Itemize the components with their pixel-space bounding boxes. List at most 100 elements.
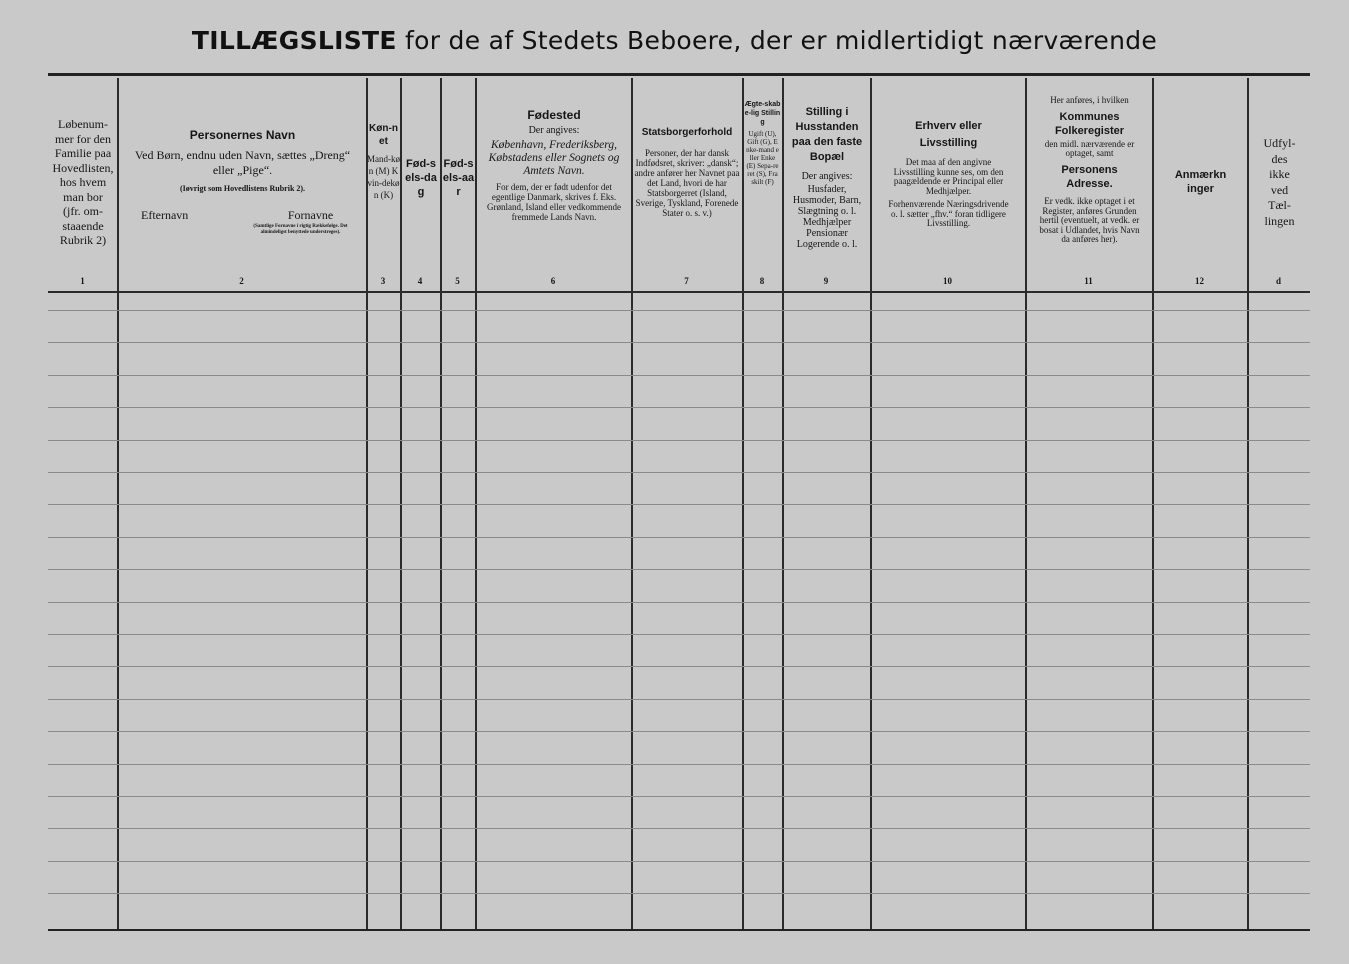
- table-row-line: [48, 407, 1310, 408]
- column-heading: Personernes Navn: [189, 128, 296, 142]
- title-rest: for de af Stedets Beboere, der er midler…: [396, 26, 1158, 55]
- column-6-header: Fødested Der angives: København, Frederi…: [477, 108, 631, 318]
- column-4-header: Fød-sels-dag: [402, 157, 440, 367]
- column-2-header: Personernes Navn Ved Børn, endnu uden Na…: [120, 128, 365, 338]
- column-3-header: Køn-net Mand-køn (M) Kvin-dekøn (K): [367, 122, 400, 332]
- column-heading-2: Personens Adresse.: [1061, 164, 1118, 190]
- header-line: staaende: [62, 218, 104, 233]
- column-divider: [1152, 78, 1154, 929]
- column-text: Mand-køn (M) Kvin-dekøn (K): [367, 154, 400, 200]
- column-note: (Iøvrigt som Hovedlistens Rubrik 2).: [179, 184, 306, 193]
- column-text-2: For dem, der er født udenfor det egentli…: [487, 182, 621, 222]
- table-row-line: [48, 764, 1310, 765]
- table-row-line: [48, 537, 1310, 538]
- column-heading: Statsborgerforhold: [641, 127, 733, 138]
- column-number: 9: [823, 276, 829, 286]
- header-line: ikke: [1269, 167, 1290, 181]
- column-text: Ved Børn, endnu uden Navn, sættes „Dreng…: [134, 148, 351, 177]
- column-divider: [366, 78, 368, 929]
- column-divider: [400, 78, 402, 929]
- column-divider: [1025, 78, 1027, 929]
- column-number: 2: [239, 276, 244, 286]
- column-divider: [870, 78, 872, 929]
- column-12-header: Anmærkninger: [1154, 168, 1247, 378]
- column-text-2: Husfader, Husmoder, Barn, Slægtning o. l…: [792, 184, 862, 250]
- header-line: Udfyl-: [1263, 136, 1296, 150]
- column-number: 5: [455, 276, 460, 286]
- column-number: 10: [943, 276, 952, 286]
- column-heading: Stilling i Husstanden paa den faste Bopæ…: [791, 106, 863, 163]
- column-text: Ugift (U), Gift (G), Enke-mand eller Enk…: [746, 130, 779, 186]
- table-row-line: [48, 893, 1310, 894]
- fornavne-note: (Samtlige Fornavne i rigtig Rækkefølge. …: [253, 224, 348, 235]
- column-7-header: Statsborgerforhold Personer, der har dan…: [633, 126, 741, 336]
- column-number: 12: [1195, 276, 1204, 286]
- table-row-line: [48, 731, 1310, 732]
- table-row-line: [48, 828, 1310, 829]
- column-number: 3: [380, 276, 386, 286]
- column-divider: [1247, 78, 1249, 929]
- column-text-2: Er vedk. ikke optaget i et Register, anf…: [1039, 196, 1140, 244]
- table-row-line: [48, 342, 1310, 343]
- column-pre-text: Her anføres, i hvilken: [1050, 95, 1129, 105]
- table-row-line: [48, 440, 1310, 441]
- column-text-2: Forhenværende Næringsdrivende o. l. sætt…: [888, 199, 1009, 228]
- column-number: 4: [417, 276, 423, 286]
- column-heading: Fød-sels-aar: [442, 158, 475, 198]
- table-row-line: [48, 861, 1310, 862]
- title-prefix: TILLÆGSLISTE: [191, 26, 397, 55]
- bottom-rule: [48, 929, 1310, 931]
- top-rule: [48, 73, 1310, 76]
- header-line: man bor: [63, 189, 103, 204]
- header-line: ved: [1270, 182, 1289, 197]
- column-text: Personer, der har dansk Indfødsret, skri…: [634, 148, 740, 218]
- table-row-line: [48, 310, 1310, 311]
- form-title: TILLÆGSLISTE for de af Stedets Beboere, …: [0, 26, 1349, 55]
- column-heading: Kommunes Folkeregister: [1054, 111, 1125, 137]
- header-line: Rubrik 2): [59, 233, 107, 247]
- table-row-line: [48, 699, 1310, 700]
- table-row-line: [48, 666, 1310, 667]
- table-row-line: [48, 796, 1310, 797]
- column-divider: [440, 78, 442, 929]
- column-number: 8: [759, 276, 765, 286]
- header-line: hos hvem: [59, 175, 107, 189]
- header-line: (jfr. om-: [63, 204, 103, 218]
- column-divider: [117, 78, 119, 929]
- column-heading: Ægte-skabe-lig Stilling: [744, 101, 781, 126]
- column-heading: Fød-sels-dag: [405, 158, 437, 198]
- header-line: Tæl-: [1268, 198, 1291, 212]
- column-number: d: [1275, 276, 1281, 286]
- header-line: Løbenum-: [58, 117, 108, 131]
- column-number: 7: [684, 276, 689, 286]
- column-divider: [742, 78, 744, 929]
- column-divider: [475, 78, 477, 929]
- table-row-line: [48, 602, 1310, 603]
- column-d-header: Udfyl- des ikke ved Tæl- lingen: [1249, 136, 1310, 346]
- column-9-header: Stilling i Husstanden paa den faste Bopæ…: [784, 105, 870, 315]
- header-line: Hovedlisten,: [52, 160, 114, 175]
- column-heading: Anmærkninger: [1174, 169, 1227, 195]
- table-row-line: [48, 472, 1310, 473]
- column-11-header: Her anføres, i hvilken Kommunes Folkereg…: [1027, 95, 1152, 305]
- header-line: des: [1271, 151, 1288, 166]
- header-line: mer for den: [55, 131, 111, 146]
- header-line: Familie paa: [54, 146, 112, 160]
- header-rule: [48, 291, 1310, 293]
- column-heading: Fødested: [527, 108, 581, 122]
- column-divider: [782, 78, 784, 929]
- table-row-line: [48, 504, 1310, 505]
- column-1-header: Løbenum- mer for den Familie paa Hovedli…: [48, 117, 118, 327]
- column-heading: Erhverv eller Livsstilling: [915, 120, 982, 149]
- table-row-line: [48, 569, 1310, 570]
- column-number: 11: [1084, 276, 1093, 286]
- column-text: den midl. nærværende er optaget, samt: [1044, 139, 1135, 158]
- column-8-header: Ægte-skabe-lig Stilling Ugift (U), Gift …: [743, 100, 782, 310]
- table-row-line: [48, 375, 1310, 376]
- column-italic-text: København, Frederiksberg, Købstadens ell…: [488, 139, 620, 177]
- column-5-header: Fød-sels-aar: [442, 157, 475, 367]
- efternavn-label: Efternavn: [141, 208, 189, 222]
- column-number: 1: [80, 276, 85, 286]
- column-heading: Køn-net: [369, 123, 398, 147]
- column-number: 6: [550, 276, 556, 286]
